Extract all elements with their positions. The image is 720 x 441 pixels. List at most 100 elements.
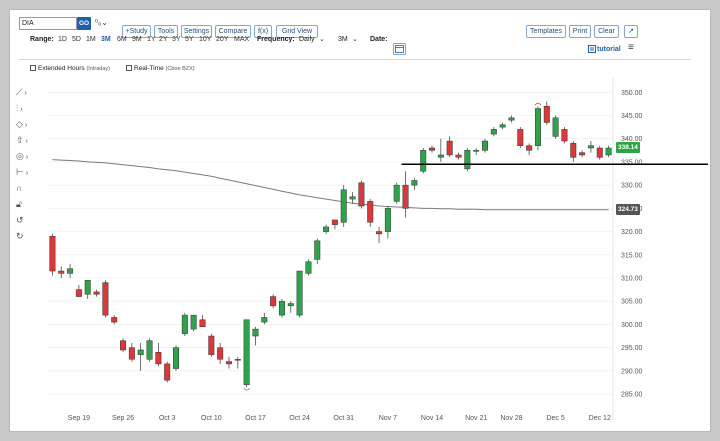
range-3y[interactable]: 3Y — [172, 36, 181, 43]
candle — [499, 122, 506, 130]
candle-body — [517, 129, 524, 146]
compare-button[interactable]: Compare — [215, 25, 251, 38]
candle-body — [384, 208, 391, 232]
magnet-tool[interactable]: ∩ — [16, 183, 36, 195]
candle-body — [596, 147, 603, 158]
period-select[interactable]: 3M — [338, 36, 348, 43]
print-button[interactable]: Print — [569, 25, 591, 38]
fibonacci-icon: ⫶ — [16, 103, 19, 113]
candle — [376, 226, 383, 244]
templates-button[interactable]: Templates — [526, 25, 566, 38]
range-9m[interactable]: 9M — [132, 36, 142, 43]
arrow-tool[interactable]: ⇧ › — [16, 135, 28, 145]
range-5y[interactable]: 5Y — [185, 36, 194, 43]
magnet-icon: ∩ — [16, 183, 23, 193]
redo-icon: ↻ — [16, 231, 24, 241]
candle-body — [552, 117, 559, 137]
candle-body — [587, 145, 594, 149]
redo-tool[interactable]: ↻ — [16, 231, 36, 243]
measure-tool[interactable]: ⊢ › — [16, 167, 29, 177]
candle-body — [376, 231, 383, 235]
candle — [243, 319, 250, 388]
candle-body — [570, 143, 577, 158]
candle — [331, 219, 338, 230]
fib-tool[interactable]: ⫶ › — [16, 103, 23, 113]
chevron-down-icon[interactable]: ⌄ — [319, 36, 325, 43]
overlay-layer — [243, 102, 708, 391]
candle — [190, 314, 197, 332]
range-6m[interactable]: 6M — [117, 36, 127, 43]
real-time-checkbox[interactable] — [126, 65, 132, 71]
go-button[interactable]: GO — [77, 17, 91, 30]
y-tick-label: 340.00 — [621, 136, 643, 143]
y-tick-label: 335.00 — [621, 159, 643, 166]
line-tool[interactable]: ⟋ › — [16, 87, 27, 97]
high-marker — [534, 102, 542, 106]
candle-body — [464, 150, 471, 170]
candle — [58, 266, 65, 278]
candle — [517, 127, 524, 148]
clear-button[interactable]: Clear — [594, 25, 619, 38]
arrow-up-icon: ⇧ — [16, 135, 24, 145]
range-2y[interactable]: 2Y — [159, 36, 168, 43]
y-tick-label: 305.00 — [621, 299, 643, 306]
lock-tool[interactable]: 🔓︎ — [16, 199, 36, 211]
calendar-icon[interactable] — [393, 43, 406, 55]
annotation-tool[interactable]: ◎ › — [16, 151, 29, 161]
x-axis: Sep 19 Sep 26 Oct 3 Oct 10 Oct 17 Oct 24 Oct 3… — [68, 415, 611, 422]
candle-body — [349, 196, 356, 200]
candle — [526, 143, 533, 155]
tools-button[interactable]: Tools — [154, 25, 178, 38]
range-3m[interactable]: 3M — [101, 36, 111, 43]
annotation-icon: ◎ — [16, 151, 24, 161]
undo-tool[interactable]: ↺ — [16, 215, 36, 227]
candle — [234, 356, 241, 369]
extended-hours-toggle[interactable]: Extended Hours (Intraday) — [30, 65, 110, 72]
candle-body — [75, 289, 82, 297]
range-20y[interactable]: 20Y — [216, 36, 229, 43]
tutorial-icon[interactable] — [588, 45, 596, 53]
range-5d[interactable]: 5D — [72, 36, 81, 43]
candle-body — [217, 347, 224, 360]
candle-body — [490, 129, 497, 135]
candle — [446, 136, 453, 158]
fx-button[interactable]: f(x) — [254, 25, 272, 38]
settings-button[interactable]: Settings — [181, 25, 212, 38]
extended-hours-checkbox[interactable] — [30, 65, 36, 71]
shape-tool[interactable]: ◇ › — [16, 119, 28, 129]
grid-view-button[interactable]: Grid View — [276, 25, 318, 38]
candle — [358, 180, 365, 209]
y-tick-label: 320.00 — [621, 229, 643, 236]
chevron-down-icon[interactable]: ⌄ — [352, 36, 358, 43]
candle — [579, 150, 586, 158]
frequency-select[interactable]: Daily — [299, 36, 315, 43]
candle-body — [58, 270, 65, 274]
candle — [420, 148, 427, 174]
candle — [552, 115, 559, 139]
range-1m[interactable]: 1M — [86, 36, 96, 43]
toolbar-divider — [19, 59, 691, 60]
candle-body — [67, 268, 74, 274]
candle — [605, 145, 612, 158]
candle-body — [155, 352, 162, 365]
candle-body — [314, 240, 321, 260]
price-chart[interactable]: 285.00 290.00 295.00 300.00 305.00 310.00 315.… — [38, 73, 708, 431]
hamburger-menu-icon[interactable]: ≡ — [628, 42, 634, 53]
symbol-input[interactable]: DIA — [19, 17, 77, 30]
y-tick-label: 295.00 — [621, 345, 643, 352]
candle — [252, 326, 259, 346]
popout-icon[interactable]: ↗ — [624, 25, 638, 38]
symbol-compare-icon[interactable]: ⁰ₒ⌄ — [95, 18, 108, 27]
study-button[interactable]: +Study — [122, 25, 151, 38]
tutorial-link[interactable]: tutorial — [597, 46, 621, 53]
real-time-toggle[interactable]: Real-Time (Cboe BZX) — [126, 65, 195, 72]
range-1d[interactable]: 1D — [58, 36, 67, 43]
candle-body — [164, 363, 171, 381]
y-tick-label: 330.00 — [621, 183, 643, 190]
candle-body — [84, 280, 91, 295]
range-1y[interactable]: 1Y — [147, 36, 156, 43]
candle-body — [111, 317, 118, 323]
candle-body — [561, 129, 568, 142]
range-10y[interactable]: 10Y — [199, 36, 212, 43]
range-max[interactable]: MAX — [234, 36, 250, 43]
